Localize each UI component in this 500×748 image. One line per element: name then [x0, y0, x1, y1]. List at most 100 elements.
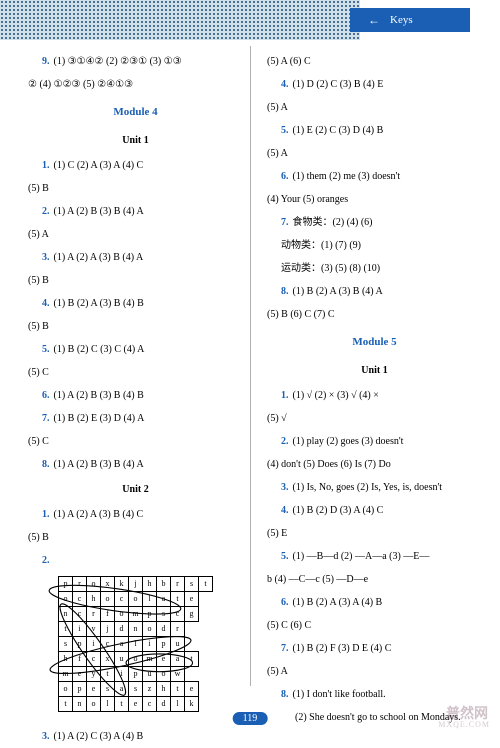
- grid-cell: o: [129, 652, 143, 667]
- grid-cell: g: [185, 607, 199, 622]
- grid-cell: a: [171, 652, 185, 667]
- answer-line: 7.(1) B (2) F (3) D E (4) C: [267, 637, 482, 660]
- grid-cell: z: [143, 682, 157, 697]
- grid-cell: j: [129, 577, 143, 592]
- grid-cell: h: [59, 652, 73, 667]
- grid-cell: u: [143, 667, 157, 682]
- grid-cell: b: [157, 577, 171, 592]
- module-heading: Module 5: [267, 330, 482, 355]
- grid-cell: t: [171, 592, 185, 607]
- grid-cell: i: [115, 667, 129, 682]
- answer-line: 8.(1) B (2) A (3) B (4) A: [267, 280, 482, 303]
- answer-line: 7.(1) B (2) E (3) D (4) A: [28, 407, 243, 430]
- answer-line: 5.(1) E (2) C (3) D (4) B: [267, 119, 482, 142]
- content-area: 9.(1) ③①④② (2) ②③① (3) ①③ ② (4) ①②③ (5) …: [0, 40, 500, 748]
- grid-cell: j: [101, 622, 115, 637]
- grid-cell: s: [185, 577, 199, 592]
- answer-line: (5) A: [267, 660, 482, 683]
- grid-cell: s: [157, 607, 171, 622]
- answer-line: (5) A: [267, 142, 482, 165]
- watermark-sub: MXQE.COM: [438, 720, 490, 729]
- grid-cell: i: [87, 637, 101, 652]
- grid-cell: x: [101, 577, 115, 592]
- grid-cell: e: [87, 682, 101, 697]
- grid-cell: a: [157, 592, 171, 607]
- answer-line: (5) C (6) C: [267, 614, 482, 637]
- grid-cell: e: [185, 682, 199, 697]
- grid-cell: r: [87, 607, 101, 622]
- answer-line: (5) A: [28, 223, 243, 246]
- keys-tab: ← Keys: [350, 8, 470, 32]
- grid-cell: p: [143, 607, 157, 622]
- tab-label: Keys: [390, 14, 413, 26]
- grid-cell: t: [59, 622, 73, 637]
- grid-cell: o: [115, 607, 129, 622]
- answer-line: 9.(1) ③①④② (2) ②③① (3) ①③: [28, 50, 243, 73]
- dotted-background: [0, 0, 360, 40]
- column-divider: [250, 46, 251, 686]
- right-column: (5) A (6) C 4.(1) D (2) C (3) B (4) E (5…: [255, 50, 482, 748]
- grid-cell: h: [87, 592, 101, 607]
- answer-line: (5) B: [28, 269, 243, 292]
- answer-line: 运动类：(3) (5) (8) (10): [267, 257, 482, 280]
- answer-line: (5) B: [28, 177, 243, 200]
- answer-line: 8.(1) A (2) B (3) B (4) A: [28, 453, 243, 476]
- grid-cell: m: [143, 652, 157, 667]
- grid-cell: n: [73, 697, 87, 712]
- grid-cell: o: [157, 667, 171, 682]
- grid-cell: k: [185, 697, 199, 712]
- grid-cell: e: [129, 697, 143, 712]
- answer-line: ② (4) ①②③ (5) ②④①③: [28, 73, 243, 96]
- grid-cell: l: [171, 697, 185, 712]
- answer-line: 动物类：(1) (7) (9): [267, 234, 482, 257]
- grid-cell: p: [129, 667, 143, 682]
- arrow-left-icon: ←: [368, 13, 380, 28]
- grid-cell: t: [171, 682, 185, 697]
- grid-cell: d: [157, 697, 171, 712]
- grid-cell: s: [129, 682, 143, 697]
- grid-cell: p: [73, 637, 87, 652]
- answer-line: (5) B: [28, 315, 243, 338]
- answer-line: 4.(1) B (2) A (3) B (4) B: [28, 292, 243, 315]
- module-heading: Module 4: [28, 100, 243, 125]
- grid-cell: o: [59, 592, 73, 607]
- answer-line: (4) don't (5) Does (6) Is (7) Do: [267, 453, 482, 476]
- grid-cell: h: [157, 682, 171, 697]
- grid-cell: r: [171, 622, 185, 637]
- answer-line: 1.(1) √ (2) × (3) √ (4) ×: [267, 384, 482, 407]
- grid-cell: c: [87, 652, 101, 667]
- left-column: 9.(1) ③①④② (2) ②③① (3) ①③ ② (4) ①②③ (5) …: [28, 50, 255, 748]
- grid-cell: o: [87, 577, 101, 592]
- grid-cell: l: [101, 697, 115, 712]
- answer-line: (5) C: [28, 361, 243, 384]
- question-number: 2.: [42, 555, 50, 566]
- letter-grid-table: proxkjhbrstochocolatencrfompscgtivjdnodr…: [58, 576, 213, 712]
- grid-cell: n: [129, 622, 143, 637]
- answer-line: (5) B (6) C (7) C: [267, 303, 482, 326]
- answer-line: 3.(1) A (2) A (3) B (4) A: [28, 246, 243, 269]
- grid-cell: o: [129, 592, 143, 607]
- grid-cell: p: [73, 682, 87, 697]
- grid-cell: p: [59, 577, 73, 592]
- answer-line: (4) Your (5) oranges: [267, 188, 482, 211]
- grid-cell: u: [115, 652, 129, 667]
- answer-line: 1.(1) C (2) A (3) A (4) C: [28, 154, 243, 177]
- answer-line: 1.(1) A (2) A (3) B (4) C: [28, 503, 243, 526]
- grid-cell: c: [115, 592, 129, 607]
- unit-heading: Unit 1: [28, 129, 243, 152]
- grid-cell: t: [101, 667, 115, 682]
- answer-line: 5.(1) B (2) C (3) C (4) A: [28, 338, 243, 361]
- answer-line: 3.(1) Is, No, goes (2) Is, Yes, is, does…: [267, 476, 482, 499]
- answer-line: (5) A: [267, 96, 482, 119]
- grid-cell: o: [59, 682, 73, 697]
- answer-line: 3.(1) A (2) C (3) A (4) B: [28, 725, 243, 748]
- grid-cell: m: [129, 607, 143, 622]
- grid-cell: d: [157, 622, 171, 637]
- grid-cell: t: [199, 577, 213, 592]
- grid-cell: e: [185, 592, 199, 607]
- grid-cell: f: [101, 607, 115, 622]
- grid-cell: h: [143, 577, 157, 592]
- grid-cell: p: [157, 637, 171, 652]
- page-number-badge: 119: [233, 712, 268, 725]
- grid-cell: o: [101, 592, 115, 607]
